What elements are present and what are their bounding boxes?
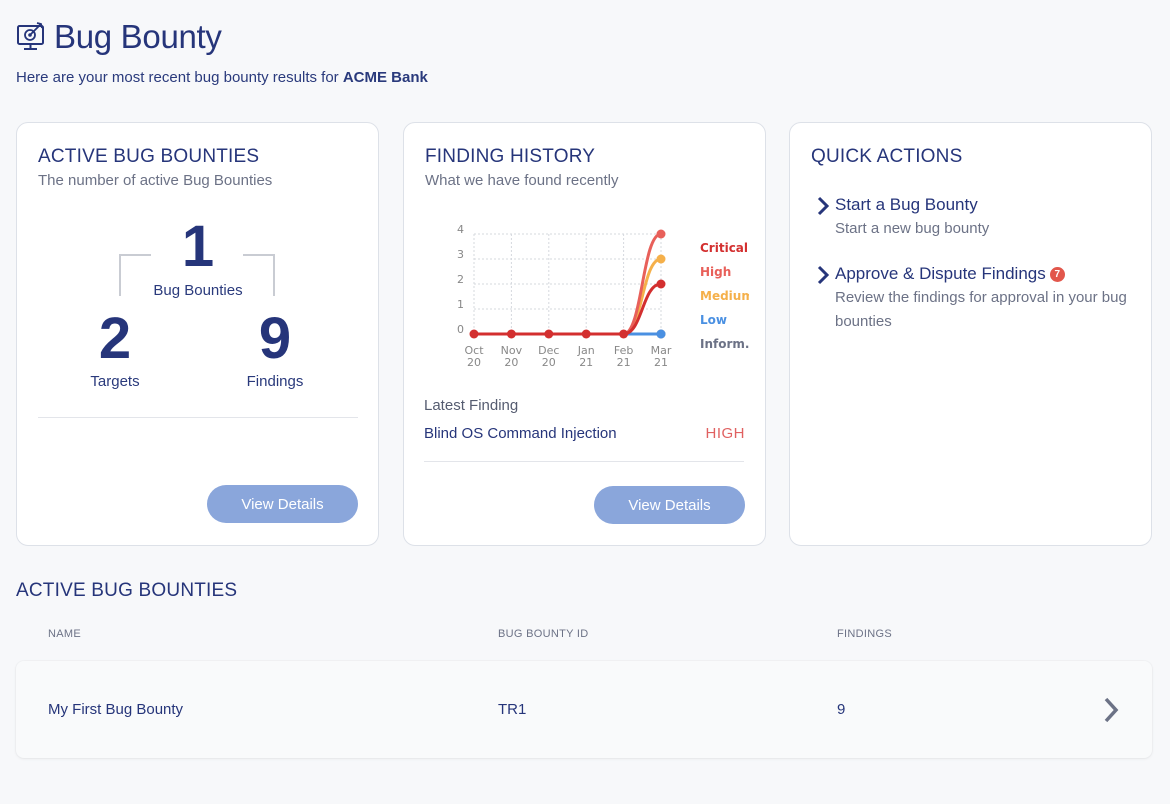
page-title: Bug Bounty	[54, 18, 222, 55]
x-tick-label: 21	[617, 356, 631, 369]
x-tick-label: 20	[542, 356, 556, 369]
data-point	[581, 329, 591, 339]
card-divider	[424, 461, 744, 462]
company-name: ACME Bank	[342, 69, 428, 86]
y-tick-label: 0	[457, 323, 464, 336]
data-point	[656, 329, 666, 339]
row-id: TR1	[498, 701, 527, 718]
row-findings: 9	[837, 701, 846, 718]
y-tick-label: 3	[457, 248, 464, 261]
column-header-name: NAME	[48, 628, 81, 640]
column-header-findings: FINDINGS	[837, 628, 892, 640]
view-details-button[interactable]: View Details	[594, 486, 745, 524]
bracket-right	[243, 254, 275, 296]
bounties-label: Bug Bounties	[153, 282, 243, 299]
data-point	[506, 329, 516, 339]
legend-entry: Inform..	[700, 337, 749, 351]
page-header: Bug Bounty	[16, 18, 222, 56]
finding-history-card: FINDING HISTORY What we have found recen…	[403, 122, 766, 546]
data-point	[469, 329, 479, 339]
card-title: FINDING HISTORY	[425, 146, 596, 167]
quick-action-label[interactable]: Start a Bug Bounty	[835, 195, 978, 214]
column-header-id: BUG BOUNTY ID	[498, 628, 589, 640]
section-title: ACTIVE BUG BOUNTIES	[16, 580, 238, 601]
latest-finding-label: Latest Finding	[424, 397, 519, 414]
chevron-right-icon	[817, 265, 830, 285]
x-tick-label: 21	[654, 356, 668, 369]
card-subtitle: The number of active Bug Bounties	[38, 172, 273, 189]
card-subtitle: What we have found recently	[425, 172, 619, 189]
x-tick-label: Oct	[464, 344, 484, 357]
data-point	[619, 329, 629, 339]
table-row[interactable]: My First Bug Bounty TR1 9	[16, 661, 1152, 758]
data-point	[656, 279, 666, 289]
monitor-target-icon	[17, 22, 44, 50]
quick-action-start-bounty[interactable]: Start a Bug Bounty Start a new bug bount…	[816, 195, 1135, 241]
quick-actions-card: QUICK ACTIONS Start a Bug Bounty Start a…	[789, 122, 1152, 546]
bracket-left	[119, 254, 151, 296]
chevron-right-icon	[817, 196, 830, 216]
x-tick-label: 20	[467, 356, 481, 369]
findings-count: 9	[258, 306, 292, 371]
x-tick-label: Mar	[651, 344, 672, 357]
chevron-right-icon[interactable]	[1102, 696, 1120, 724]
view-details-button[interactable]: View Details	[207, 485, 358, 523]
legend-entry: Medium	[700, 289, 749, 303]
quick-action-description: Start a new bug bounty	[835, 220, 990, 237]
quick-action-label[interactable]: Approve & Dispute Findings 7	[835, 264, 1135, 284]
card-title: ACTIVE BUG BOUNTIES	[38, 146, 260, 167]
x-tick-label: Feb	[614, 344, 633, 357]
bounties-count: 1	[181, 214, 215, 279]
legend-entry: Critical	[700, 241, 748, 255]
legend-entry: Low	[700, 313, 727, 327]
row-name: My First Bug Bounty	[48, 701, 184, 718]
quick-action-approve-findings[interactable]: Approve & Dispute Findings 7 Review the f…	[816, 264, 1135, 334]
latest-finding-name[interactable]: Blind OS Command Injection	[424, 425, 617, 442]
findings-label: Findings	[246, 373, 304, 390]
finding-history-chart: 01234Oct20Nov20Dec20Jan21Feb21Mar21Criti…	[457, 223, 749, 369]
page-subtitle: Here are your most recent bug bounty res…	[16, 69, 428, 86]
x-tick-label: 20	[504, 356, 518, 369]
x-tick-label: Nov	[501, 344, 523, 357]
active-bounties-card: ACTIVE BUG BOUNTIES The number of active…	[16, 122, 379, 546]
y-tick-label: 2	[457, 273, 464, 286]
x-tick-label: Dec	[538, 344, 559, 357]
x-tick-label: Jan	[577, 344, 595, 357]
card-title: QUICK ACTIONS	[811, 146, 963, 167]
legend-entry: High	[700, 265, 731, 279]
latest-finding-severity: HIGH	[705, 425, 745, 442]
y-tick-label: 1	[457, 298, 464, 311]
targets-count: 2	[98, 306, 132, 371]
quick-action-description: Review the findings for approval in your…	[835, 289, 1127, 330]
data-point	[656, 229, 666, 239]
data-point	[544, 329, 554, 339]
data-point	[656, 254, 666, 264]
x-tick-label: 21	[579, 356, 593, 369]
pending-count-badge: 7	[1049, 267, 1065, 283]
y-tick-label: 4	[457, 223, 464, 236]
targets-label: Targets	[90, 373, 140, 390]
card-divider	[38, 417, 358, 418]
